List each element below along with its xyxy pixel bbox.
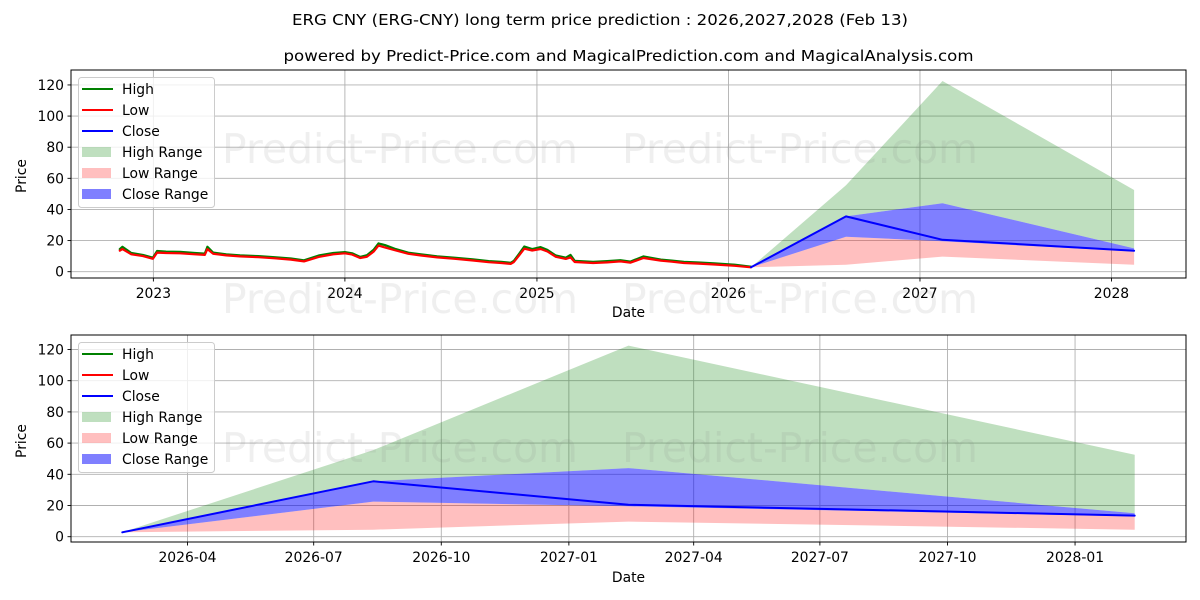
x-axis-label: Date	[612, 305, 645, 321]
legend-item-high-range: High Range	[82, 410, 202, 426]
legend-label: High	[122, 82, 154, 98]
x-axis: 2023 2024 2025 2026 2027 2028	[136, 278, 1129, 302]
chart-title: ERG CNY (ERG-CNY) long term price predic…	[292, 11, 908, 29]
x-axis: 2026-04 2026-07 2026-10 2027-01 2027-04 2027-…	[158, 542, 1104, 566]
close-range-area	[751, 203, 1135, 268]
x-tick-label: 2027-10	[918, 550, 976, 566]
legend-item-low-range: Low Range	[82, 166, 198, 182]
legend-item-close: Close	[82, 124, 160, 140]
y-axis: 0 20 40 60 80 100 120	[37, 78, 71, 281]
high-range-area	[122, 345, 1135, 533]
legend-label: Low Range	[122, 431, 198, 447]
y-axis: 0 20 40 60 80 100 120	[37, 343, 71, 546]
high-range-area	[751, 81, 1135, 268]
legend-item-close: Close	[82, 389, 160, 405]
close-range-patch-swatch-icon	[82, 454, 111, 464]
close-line	[750, 215, 1136, 269]
x-tick-label: 2027	[902, 286, 937, 302]
y-tick-label: 0	[55, 265, 64, 281]
y-tick-label: 40	[46, 467, 64, 483]
watermark-text: Predict-Price.com	[622, 275, 978, 323]
watermark-text: Predict-Price.com	[222, 424, 578, 472]
x-tick-label: 2027-04	[665, 550, 723, 566]
axes-frame	[70, 334, 1187, 543]
legend-label: High Range	[122, 410, 202, 426]
watermark-text: Predict-Price.com	[222, 125, 578, 173]
y-tick-label: 60	[46, 171, 64, 187]
y-tick-label: 20	[46, 498, 64, 514]
y-tick-label: 100	[37, 109, 64, 125]
x-tick-label: 2028-01	[1046, 550, 1104, 566]
low-range-area	[751, 236, 1135, 268]
low-line	[118, 244, 753, 269]
high-range-patch-swatch-icon	[82, 412, 111, 422]
axes-frame	[70, 69, 1187, 279]
legend-item-high: High	[82, 82, 154, 98]
plot-area	[118, 81, 1136, 269]
x-tick-label: 2026	[711, 286, 746, 302]
grid	[71, 70, 1186, 278]
watermark-layer: Predict-Price.com Predict-Price.com Pred…	[222, 125, 978, 472]
watermark-text: Predict-Price.com	[222, 275, 578, 323]
legend-label: High	[122, 347, 154, 363]
legend: High Low Close High Range Low Range Close Ran…	[78, 77, 215, 208]
y-tick-label: 120	[37, 78, 64, 94]
legend-label: Close	[122, 389, 160, 405]
y-tick-label: 80	[46, 140, 64, 156]
x-tick-label: 2026-07	[285, 550, 343, 566]
x-tick-label: 2023	[136, 286, 171, 302]
legend: High Low Close High Range Low Range Close Ran…	[78, 342, 215, 473]
legend-label: Close	[122, 124, 160, 140]
y-tick-label: 40	[46, 202, 64, 218]
y-tick-label: 100	[37, 374, 64, 390]
watermark-text: Predict-Price.com	[622, 125, 978, 173]
legend-label: High Range	[122, 145, 202, 161]
y-tick-label: 0	[55, 530, 64, 546]
close-line	[121, 480, 1136, 534]
legend-item-low-range: Low Range	[82, 431, 198, 447]
plot-area	[121, 345, 1136, 534]
chart-subtitle: powered by Predict-Price.com and Magical…	[284, 47, 974, 65]
y-tick-label: 60	[46, 436, 64, 452]
x-tick-label: 2025	[519, 286, 554, 302]
legend-label: Low Range	[122, 166, 198, 182]
legend-label: Close Range	[122, 187, 208, 203]
legend-label: Low	[122, 103, 149, 119]
x-tick-label: 2027-07	[791, 550, 849, 566]
close-range-area	[122, 468, 1135, 533]
chart-panel-bottom: Date Price 2026-04 2026-07 2026-10 2027-01 2…	[14, 334, 1187, 586]
high-range-patch-swatch-icon	[82, 147, 111, 157]
x-tick-label: 2027-01	[540, 550, 598, 566]
low-range-area	[122, 501, 1135, 533]
x-tick-label: 2026-04	[158, 550, 216, 566]
legend-item-low: Low	[82, 368, 149, 384]
legend-label: Low	[122, 368, 149, 384]
x-tick-label: 2024	[327, 286, 363, 302]
legend-item-close-range: Close Range	[82, 452, 208, 468]
chart-panel-top: powered by Predict-Price.com and Magical…	[14, 47, 1187, 321]
y-tick-label: 80	[46, 405, 64, 421]
low-range-patch-swatch-icon	[82, 433, 111, 443]
x-axis-label: Date	[612, 570, 645, 586]
y-axis-label: Price	[14, 424, 30, 458]
y-axis-label: Price	[14, 159, 30, 193]
legend-item-close-range: Close Range	[82, 187, 208, 203]
y-tick-label: 120	[37, 343, 64, 359]
legend-item-high-range: High Range	[82, 145, 202, 161]
watermark-text: Predict-Price.com	[622, 424, 978, 472]
legend-item-high: High	[82, 347, 154, 363]
legend-item-low: Low	[82, 103, 149, 119]
x-tick-label: 2028	[1094, 286, 1129, 302]
x-tick-label: 2026-10	[412, 550, 470, 566]
y-tick-label: 20	[46, 234, 64, 250]
close-range-patch-swatch-icon	[82, 189, 111, 199]
legend-label: Close Range	[122, 452, 208, 468]
low-range-patch-swatch-icon	[82, 168, 111, 178]
